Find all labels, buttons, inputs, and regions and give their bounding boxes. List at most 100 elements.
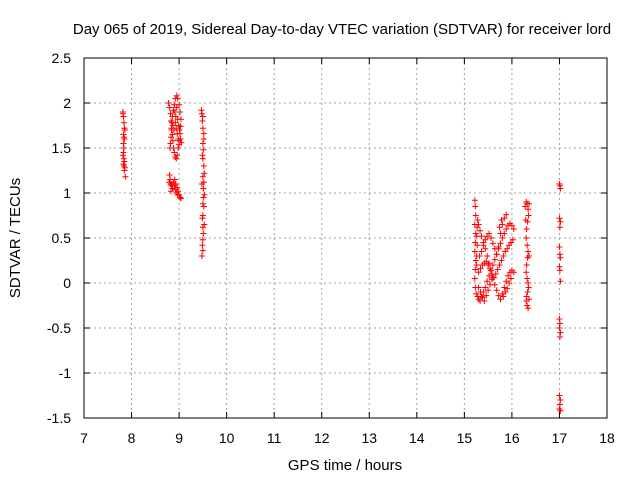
data-point — [120, 119, 127, 126]
data-point — [510, 226, 517, 232]
data-point — [199, 247, 206, 254]
y-tick-label: 1.5 — [52, 140, 72, 156]
data-points — [119, 92, 564, 414]
data-point — [474, 242, 481, 249]
data-point — [523, 226, 530, 232]
data-point — [506, 280, 513, 286]
data-point — [201, 170, 208, 177]
data-point — [504, 245, 511, 252]
data-point — [495, 244, 502, 250]
y-tick-label: 2.5 — [52, 50, 72, 66]
x-tick-label: 9 — [175, 430, 183, 446]
data-point — [523, 235, 530, 241]
data-point — [199, 200, 206, 207]
data-point — [524, 302, 531, 309]
data-point — [525, 206, 532, 213]
data-point — [200, 163, 207, 169]
x-tick-label: 11 — [267, 430, 282, 446]
data-point — [498, 257, 505, 264]
data-point — [200, 136, 207, 142]
data-point — [472, 203, 479, 210]
data-point — [483, 292, 490, 299]
data-point — [177, 195, 184, 202]
data-point — [497, 230, 504, 237]
data-point — [471, 248, 478, 255]
data-point — [475, 221, 482, 228]
data-point — [485, 262, 492, 268]
y-tick-label: 0 — [63, 275, 71, 291]
data-point — [507, 275, 514, 282]
data-point — [556, 215, 563, 222]
data-point — [556, 244, 563, 250]
chart-title: Day 065 of 2019, Sidereal Day-to-day VTE… — [73, 21, 611, 38]
data-point — [491, 256, 498, 263]
data-point — [177, 109, 184, 115]
data-point — [199, 173, 206, 180]
data-point — [198, 181, 205, 187]
data-point — [199, 155, 206, 162]
x-tick-label: 13 — [361, 430, 377, 446]
x-tick-label: 7 — [80, 430, 88, 446]
x-axis-label: GPS time / hours — [288, 457, 402, 474]
data-point — [173, 104, 180, 111]
data-point — [526, 200, 533, 207]
data-point — [200, 194, 207, 201]
data-point — [473, 262, 480, 268]
data-point — [174, 130, 181, 137]
y-tick-labels: -1.5 -1 -0.5 0 0.5 1 1.5 2 2.5 — [47, 50, 71, 426]
data-point — [503, 211, 510, 218]
data-point — [491, 245, 498, 252]
data-point — [200, 185, 207, 192]
data-point — [494, 266, 501, 273]
data-point — [166, 104, 173, 111]
y-tick-label: 2 — [63, 95, 71, 111]
data-point — [201, 191, 208, 198]
data-point — [526, 253, 533, 259]
x-tick-label: 18 — [599, 430, 615, 446]
data-point — [486, 230, 493, 237]
x-tick-label: 8 — [128, 430, 136, 446]
data-point — [169, 122, 176, 129]
data-point — [176, 127, 183, 133]
data-point — [500, 293, 507, 300]
data-point — [177, 136, 184, 142]
data-point — [493, 287, 500, 294]
x-tick-label: 10 — [219, 430, 235, 446]
data-point — [557, 218, 564, 225]
data-point — [524, 275, 531, 282]
data-point — [168, 134, 175, 141]
data-point — [524, 242, 531, 249]
data-point — [119, 152, 126, 159]
data-point — [175, 122, 182, 129]
data-point — [171, 176, 178, 183]
data-point — [200, 146, 207, 153]
data-point — [472, 230, 479, 237]
data-point — [556, 334, 563, 340]
data-point — [477, 289, 484, 295]
y-axis-label: SDTVAR / TECUs — [7, 178, 24, 298]
data-point — [526, 296, 533, 303]
data-point — [489, 240, 496, 247]
data-point — [121, 136, 128, 142]
data-point — [166, 179, 173, 186]
data-point — [122, 173, 129, 180]
data-point — [174, 152, 181, 159]
data-point — [497, 296, 504, 303]
data-point — [472, 266, 479, 273]
data-point — [525, 284, 532, 291]
x-tick-label: 12 — [314, 430, 330, 446]
data-point — [557, 278, 564, 285]
data-point — [474, 224, 481, 231]
data-point — [119, 110, 126, 117]
data-point — [201, 221, 208, 228]
data-point — [525, 248, 532, 255]
data-point — [481, 298, 488, 304]
data-point — [557, 254, 564, 261]
data-point — [199, 215, 206, 222]
data-point — [472, 212, 479, 219]
y-tick-label: -1 — [59, 365, 72, 381]
data-point — [199, 140, 206, 147]
data-point — [504, 285, 511, 292]
data-point — [198, 253, 205, 259]
data-point — [485, 287, 492, 294]
